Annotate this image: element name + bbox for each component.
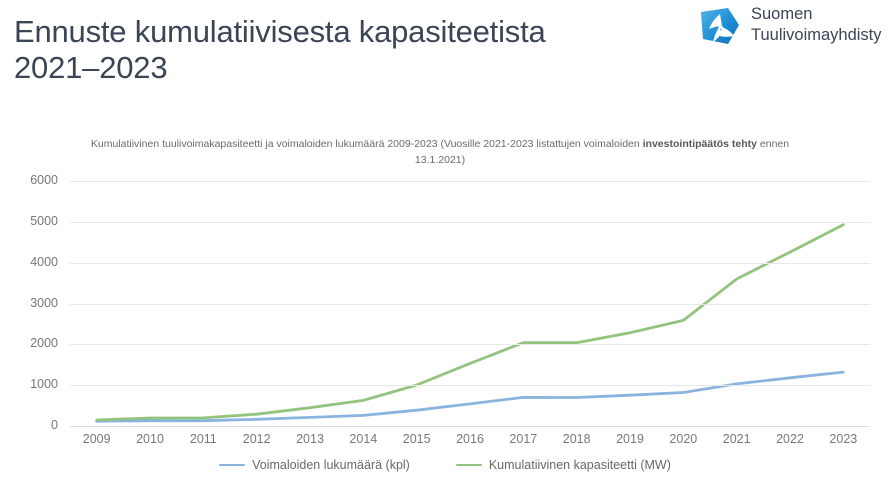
- y-axis-tick-label: 4000: [30, 254, 58, 269]
- y-axis-tick-label: 0: [51, 418, 58, 432]
- x-axis-tick-label: 2013: [296, 432, 324, 446]
- y-gridline: [70, 344, 870, 346]
- x-axis-tick-label: 2022: [776, 432, 804, 446]
- page-header: Ennuste kumulatiivisesta kapasiteetista …: [0, 0, 890, 110]
- chart-subtitle-part1: Kumulatiivinen tuulivoimakapasiteetti ja…: [90, 138, 643, 150]
- y-gridline: [70, 221, 870, 223]
- brand-lockup: Suomen Tuulivoimayhdisty: [698, 4, 882, 48]
- y-axis-tick-label: 3000: [30, 295, 58, 310]
- y-axis-tick-label: 1000: [30, 377, 58, 392]
- chart-subtitle-part2: ennen 13.1.2021): [414, 138, 790, 166]
- chart-series-layer: [95, 223, 845, 423]
- chart-plot-area: 0 1000 2000 3000 4000 5000 6000 2009 2010 2011 201…: [0, 110, 890, 487]
- x-axis-tick-label: 2012: [242, 432, 271, 446]
- legend-swatch-icon: [455, 463, 482, 467]
- x-axis-tick-label: 2011: [189, 432, 217, 446]
- y-axis-tick-label: 2000: [30, 336, 58, 351]
- y-gridline: [70, 303, 870, 305]
- x-axis-tick-label: 2009: [82, 432, 111, 446]
- chart-container: Kumulatiivinen tuulivoimakapasiteetti ja…: [0, 110, 890, 487]
- legend-swatch-icon: [219, 463, 246, 467]
- y-gridline: [70, 426, 870, 427]
- y-gridline: [70, 262, 870, 264]
- page-title: Ennuste kumulatiivisesta kapasiteetista …: [14, 14, 546, 85]
- x-axis-tick-label: 2021: [722, 432, 751, 446]
- chart-series-line: [95, 223, 845, 422]
- x-axis-tick-label: 2014: [349, 432, 378, 446]
- x-axis-tick-label: 2020: [669, 432, 698, 446]
- x-axis-tick-label: 2010: [136, 432, 164, 446]
- wind-turbine-logo-icon: [698, 6, 742, 48]
- y-gridline: [70, 385, 870, 387]
- chart-series-line: [95, 370, 845, 423]
- legend-item[interactable]: Voimaloiden lukumäärä (kpl): [219, 458, 410, 472]
- legend-label: Kumulatiivinen kapasiteetti (MW): [488, 458, 671, 472]
- x-axis-tick-label: 2023: [829, 432, 858, 446]
- y-axis-tick-label: 5000: [30, 213, 58, 228]
- legend-item[interactable]: Kumulatiivinen kapasiteetti (MW): [455, 458, 671, 472]
- chart-subtitle-bold: investointipäätös tehty: [642, 138, 757, 150]
- x-axis-tick-label: 2016: [456, 432, 484, 446]
- chart-legend: Voimaloiden lukumäärä (kpl) Kumulatiivine…: [0, 458, 890, 472]
- x-axis-tick-label: 2019: [616, 432, 644, 446]
- chart-subtitle: Kumulatiivinen tuulivoimakapasiteetti ja…: [90, 136, 790, 168]
- x-axis-tick-label: 2015: [402, 432, 431, 446]
- x-axis-tick-label: 2017: [509, 432, 538, 446]
- legend-label: Voimaloiden lukumäärä (kpl): [252, 458, 410, 472]
- brand-name: Suomen Tuulivoimayhdisty: [751, 5, 882, 44]
- y-gridline: [70, 181, 870, 182]
- x-axis-tick-label: 2018: [562, 432, 591, 446]
- y-axis-tick-label: 6000: [30, 173, 58, 187]
